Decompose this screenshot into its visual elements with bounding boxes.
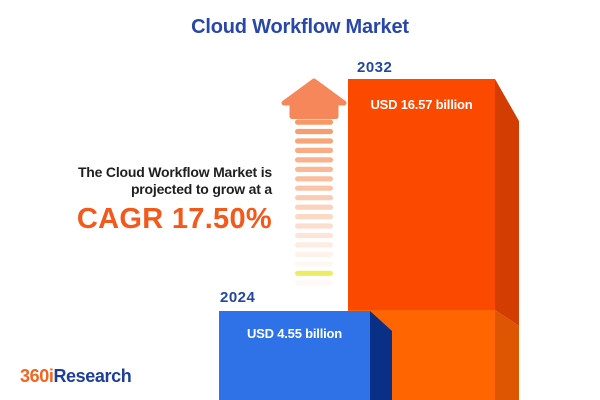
arrow-stripes: [295, 119, 333, 286]
bar-2024: [219, 311, 392, 400]
bar-2032-side-upper: [495, 79, 519, 326]
bar-2024-value-label: USD 4.55 billion: [246, 326, 343, 341]
message-line-2: projected to grow at a: [130, 181, 272, 197]
bar-2032-front-upper: [348, 79, 495, 310]
message-block: The Cloud Workflow Market is projected t…: [0, 164, 272, 236]
bar-2032-value-label: USD 16.57 billion: [370, 97, 473, 112]
brand-logo-suffix: Research: [53, 366, 132, 386]
message-line-1: The Cloud Workflow Market is: [77, 164, 272, 180]
cagr-value: CAGR 17.50%: [76, 203, 272, 235]
bar-2032-year-label: 2032: [357, 59, 393, 76]
page-title: Cloud Workflow Market: [191, 16, 409, 38]
brand-logo-prefix: 360i: [20, 366, 54, 386]
arrow-head-icon: [281, 78, 347, 119]
bar-2024-year-label: 2024: [220, 289, 256, 306]
brand-logo: 360iResearch: [20, 366, 132, 387]
bar-2032-side-lower: [495, 310, 519, 400]
bar-2024-side: [370, 311, 392, 400]
striped-up-arrow-icon: [281, 78, 347, 286]
bar-2024-front: [219, 311, 370, 400]
